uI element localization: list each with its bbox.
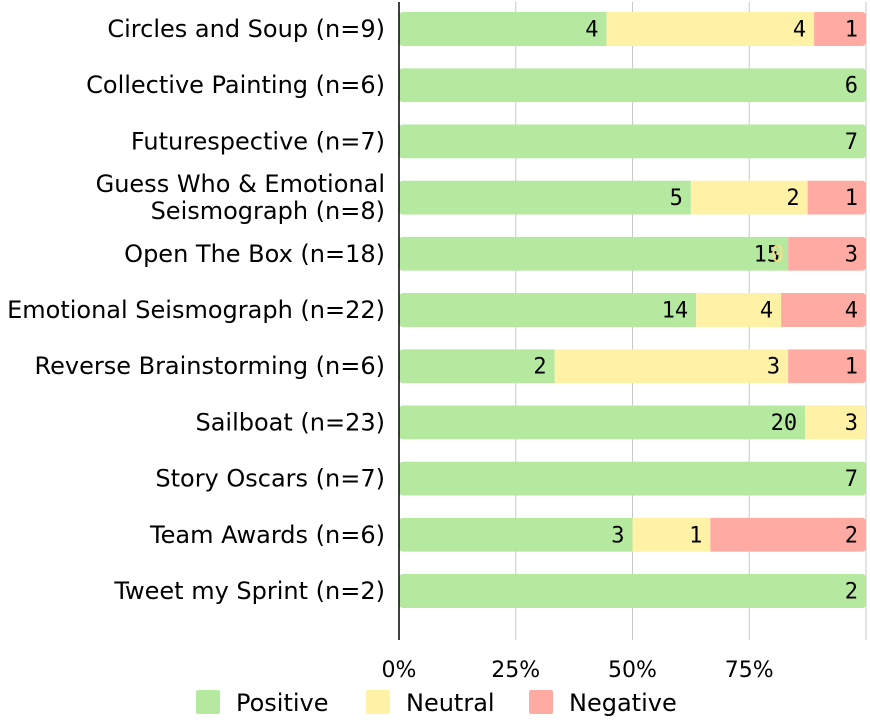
x-tick-label: 75% — [725, 658, 774, 683]
value-label-positive: 20 — [771, 411, 798, 436]
y-axis-label: Seismograph (n=8) — [151, 197, 385, 225]
bar-segment-positive — [399, 349, 555, 384]
value-label-positive: 3 — [611, 523, 624, 548]
value-label-negative: 4 — [845, 299, 858, 324]
y-axis-label: Tweet my Sprint (n=2) — [113, 577, 385, 605]
value-label-positive: 2 — [845, 580, 858, 605]
legend-label-positive: Positive — [236, 689, 329, 717]
y-axis-label: Open The Box (n=18) — [124, 240, 385, 268]
value-label-neutral: 0 — [771, 242, 784, 267]
y-axis-label: Sailboat (n=23) — [195, 408, 385, 436]
value-label-positive: 5 — [670, 186, 683, 211]
legend-swatch-neutral — [366, 690, 390, 714]
legend-swatch-positive — [196, 690, 220, 714]
value-label-positive: 14 — [662, 299, 689, 324]
y-axis-label: Guess Who & Emotional — [96, 170, 385, 198]
bar-collective-painting-n-6 — [399, 68, 866, 103]
bar-segment-positive — [399, 12, 607, 46]
y-axis-label: Story Oscars (n=7) — [155, 465, 385, 493]
bar-segment-neutral — [606, 12, 815, 46]
value-label-neutral: 4 — [793, 18, 806, 43]
bar-circles-and-soup-n-9 — [399, 12, 866, 46]
bar-segment-neutral — [632, 517, 711, 552]
bar-segment-positive — [399, 461, 866, 496]
value-label-negative: 3 — [845, 242, 858, 267]
value-label-positive: 15 — [754, 242, 781, 267]
bar-segment-negative — [781, 293, 866, 327]
bar-guess-who-emotional-seismograph-n-8 — [399, 180, 866, 215]
bar-segment-negative — [788, 349, 866, 384]
value-label-positive: 4 — [585, 18, 598, 43]
value-label-negative: 1 — [845, 186, 858, 211]
x-axis-tick-labels: 0% 25% 50% 75% — [382, 658, 774, 683]
bar-segment-neutral — [696, 293, 782, 327]
x-tick-label: 0% — [382, 658, 417, 683]
bar-segment-negative — [814, 12, 866, 46]
y-axis-labels: Circles and Soup (n=9) Collective Paintin… — [7, 15, 385, 605]
bar-story-oscars-n-7 — [399, 461, 866, 496]
value-label-neutral: 1 — [689, 523, 702, 548]
value-label-neutral: 3 — [767, 355, 780, 380]
value-label-positive: 2 — [533, 355, 546, 380]
value-label-neutral: 2 — [786, 186, 799, 211]
bar-segment-positive — [399, 124, 866, 159]
y-axis-label: Reverse Brainstorming (n=6) — [35, 352, 386, 380]
bar-team-awards-n-6 — [399, 517, 866, 552]
y-axis-label: Team Awards (n=6) — [149, 521, 385, 549]
value-label-negative: 2 — [845, 523, 858, 548]
bar-open-the-box-n-18 — [399, 236, 866, 271]
bar-emotional-seismograph-n-22 — [399, 293, 866, 327]
bar-segment-neutral — [690, 180, 808, 215]
bar-segment-positive — [399, 180, 691, 215]
value-labels: 4 4 1 6 7 5 2 1 150 3 14 4 4 2 3 1 20 3 7 3 1 2 2 — [533, 18, 858, 605]
value-label-neutral: 4 — [760, 299, 773, 324]
bar-segment-positive — [399, 236, 789, 271]
bars — [399, 12, 866, 608]
value-label-positive: 6 — [845, 74, 858, 99]
bar-segment-negative — [710, 517, 866, 552]
bar-reverse-brainstorming-n-6 — [399, 349, 866, 384]
value-label-positive: 7 — [845, 467, 858, 492]
x-tick-label: 50% — [608, 658, 657, 683]
value-label-positive: 7 — [845, 130, 858, 155]
y-axis-label: Futurespective (n=7) — [131, 127, 385, 155]
bar-segment-positive — [399, 574, 866, 608]
y-axis-label: Collective Painting (n=6) — [86, 71, 385, 99]
bar-segment-positive — [399, 68, 866, 103]
value-label-neutral: 3 — [845, 411, 858, 436]
y-axis-label: Circles and Soup (n=9) — [107, 15, 385, 43]
legend: Positive Neutral Negative — [196, 689, 677, 717]
bar-segment-neutral — [554, 349, 789, 384]
bar-segment-neutral — [805, 405, 866, 440]
bar-tweet-my-sprint-n-2 — [399, 574, 866, 608]
bar-segment-negative — [807, 180, 866, 215]
y-axis-label: Emotional Seismograph (n=22) — [7, 296, 385, 324]
value-label-negative: 1 — [845, 18, 858, 43]
bar-futurespective-n-7 — [399, 124, 866, 159]
bar-segment-positive — [399, 405, 806, 440]
legend-label-negative: Negative — [569, 689, 677, 717]
value-label-negative: 1 — [845, 355, 858, 380]
bar-segment-negative — [788, 236, 866, 271]
bar-sailboat-n-23 — [399, 405, 866, 440]
x-tick-label: 25% — [491, 658, 540, 683]
bar-segment-positive — [399, 517, 633, 552]
bar-segment-positive — [399, 293, 697, 327]
legend-label-neutral: Neutral — [406, 689, 495, 717]
legend-swatch-negative — [529, 690, 553, 714]
